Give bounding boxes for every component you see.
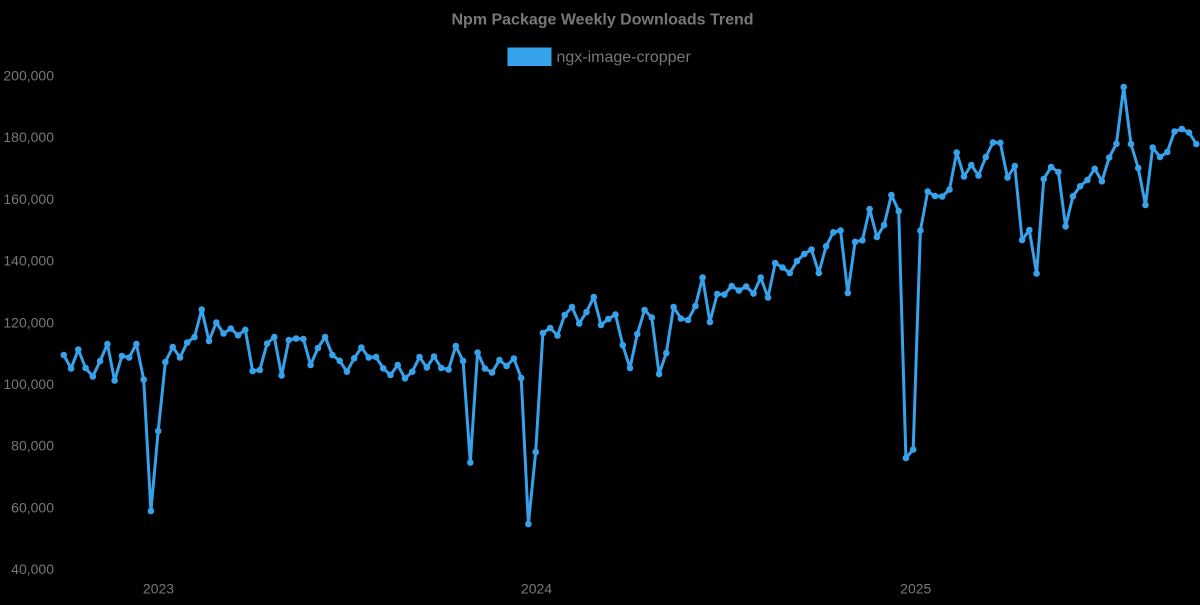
svg-text:40,000: 40,000 — [11, 561, 54, 577]
svg-text:60,000: 60,000 — [11, 499, 54, 515]
svg-text:Npm Package Weekly Downloads T: Npm Package Weekly Downloads Trend — [451, 12, 753, 29]
svg-text:200,000: 200,000 — [3, 68, 54, 84]
svg-text:180,000: 180,000 — [3, 129, 54, 145]
svg-text:2025: 2025 — [900, 581, 931, 597]
svg-text:100,000: 100,000 — [3, 376, 54, 392]
svg-text:2024: 2024 — [521, 581, 552, 597]
svg-text:80,000: 80,000 — [11, 438, 54, 454]
svg-text:ngx-image-cropper: ngx-image-cropper — [557, 49, 692, 66]
svg-text:140,000: 140,000 — [3, 253, 54, 269]
svg-text:120,000: 120,000 — [3, 314, 54, 330]
svg-text:160,000: 160,000 — [3, 191, 54, 207]
svg-text:2023: 2023 — [143, 581, 174, 597]
